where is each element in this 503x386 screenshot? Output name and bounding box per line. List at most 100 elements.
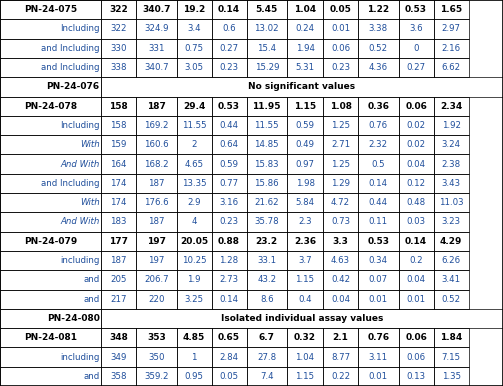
Text: 1.15: 1.15 — [296, 275, 315, 284]
Bar — [0, 347, 101, 367]
Text: 330: 330 — [110, 44, 127, 53]
Text: 43.2: 43.2 — [257, 275, 276, 284]
Bar — [177, 367, 212, 386]
Bar — [136, 251, 177, 270]
Text: 1.65: 1.65 — [440, 5, 462, 14]
Text: 0.53: 0.53 — [367, 237, 389, 246]
Text: 0.11: 0.11 — [369, 217, 388, 227]
Text: 0.05: 0.05 — [219, 372, 238, 381]
Text: 3.24: 3.24 — [442, 140, 461, 149]
Bar — [246, 19, 287, 39]
Bar — [287, 270, 323, 290]
Bar — [323, 154, 358, 174]
Text: 340.7: 340.7 — [144, 63, 169, 72]
Text: 0.04: 0.04 — [406, 275, 426, 284]
Bar — [177, 347, 212, 367]
Text: 183: 183 — [110, 217, 127, 227]
Text: 0.2: 0.2 — [409, 256, 423, 265]
Text: 0.49: 0.49 — [296, 140, 314, 149]
Bar — [398, 96, 434, 116]
Text: 0.32: 0.32 — [294, 333, 316, 342]
Bar — [323, 174, 358, 193]
Bar — [358, 347, 398, 367]
Text: 0.6: 0.6 — [222, 24, 236, 34]
Bar — [136, 290, 177, 309]
Text: 0.27: 0.27 — [406, 63, 426, 72]
Bar — [434, 251, 469, 270]
Bar — [246, 174, 287, 193]
Text: 322: 322 — [109, 5, 128, 14]
Text: 0.52: 0.52 — [369, 44, 388, 53]
Text: 0.04: 0.04 — [331, 295, 350, 304]
Bar — [434, 270, 469, 290]
Text: 4.63: 4.63 — [331, 256, 350, 265]
Bar — [101, 116, 136, 135]
Bar — [246, 367, 287, 386]
Bar — [0, 58, 101, 77]
Bar — [246, 116, 287, 135]
Text: And With: And With — [60, 217, 100, 227]
Text: 197: 197 — [147, 237, 166, 246]
Bar — [212, 212, 246, 232]
Bar — [434, 347, 469, 367]
Bar — [0, 77, 101, 96]
Bar — [358, 96, 398, 116]
Text: 0.64: 0.64 — [219, 140, 238, 149]
Text: 338: 338 — [110, 63, 127, 72]
Text: 0.04: 0.04 — [406, 159, 426, 169]
Bar — [101, 0, 136, 19]
Text: 4.36: 4.36 — [369, 63, 388, 72]
Bar — [358, 290, 398, 309]
Bar — [0, 193, 101, 212]
Text: 1.22: 1.22 — [367, 5, 389, 14]
Bar — [212, 367, 246, 386]
Bar — [0, 309, 101, 328]
Bar — [358, 39, 398, 58]
Bar — [323, 96, 358, 116]
Bar — [0, 174, 101, 193]
Bar — [101, 367, 136, 386]
Text: 11.55: 11.55 — [255, 121, 279, 130]
Bar — [398, 135, 434, 154]
Bar — [287, 19, 323, 39]
Text: 1.25: 1.25 — [331, 159, 350, 169]
Text: 340.7: 340.7 — [142, 5, 171, 14]
Bar — [434, 290, 469, 309]
Text: 0.97: 0.97 — [296, 159, 314, 169]
Text: 324.9: 324.9 — [144, 24, 169, 34]
Text: No significant values: No significant values — [248, 82, 356, 91]
Bar — [136, 270, 177, 290]
Text: 4.72: 4.72 — [331, 198, 350, 207]
Bar — [136, 39, 177, 58]
Text: 13.02: 13.02 — [255, 24, 279, 34]
Text: 0.44: 0.44 — [369, 198, 388, 207]
Text: 322: 322 — [110, 24, 127, 34]
Text: 187: 187 — [148, 179, 164, 188]
Bar — [101, 290, 136, 309]
Bar — [136, 135, 177, 154]
Text: 187: 187 — [110, 256, 127, 265]
Text: 205: 205 — [110, 275, 127, 284]
Bar — [398, 174, 434, 193]
Text: 1.84: 1.84 — [440, 333, 462, 342]
Text: 2.16: 2.16 — [442, 44, 461, 53]
Text: 3.7: 3.7 — [298, 256, 312, 265]
Text: 1.08: 1.08 — [329, 102, 352, 111]
Bar — [323, 270, 358, 290]
Text: 11.95: 11.95 — [253, 102, 281, 111]
Text: Including: Including — [60, 24, 100, 34]
Bar — [358, 116, 398, 135]
Bar — [323, 135, 358, 154]
Bar — [136, 174, 177, 193]
Text: 0.02: 0.02 — [406, 121, 426, 130]
Text: 0.36: 0.36 — [367, 102, 389, 111]
Bar — [101, 328, 136, 347]
Bar — [136, 116, 177, 135]
Text: 33.1: 33.1 — [257, 256, 276, 265]
Bar — [287, 135, 323, 154]
Text: 4: 4 — [191, 217, 197, 227]
Text: 0.14: 0.14 — [219, 295, 238, 304]
Text: 35.78: 35.78 — [255, 217, 279, 227]
Bar — [101, 39, 136, 58]
Text: 1.35: 1.35 — [442, 372, 461, 381]
